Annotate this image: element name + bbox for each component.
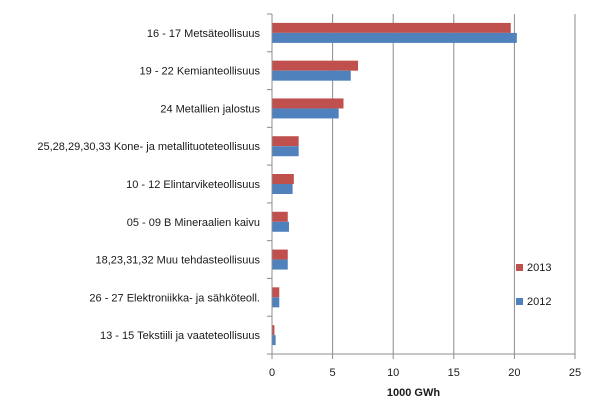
gridlines bbox=[332, 14, 576, 354]
x-axis-title: 1000 GWh bbox=[387, 387, 440, 399]
x-tick-label-1: 5 bbox=[330, 367, 336, 379]
bar-2012-6 bbox=[272, 259, 288, 270]
legend-label-2012: 2012 bbox=[527, 296, 551, 308]
category-label-8: 13 - 15 Tekstiili ja vaateteollisuus bbox=[100, 330, 260, 342]
x-tick-label-2: 10 bbox=[387, 367, 399, 379]
bar-2013-4 bbox=[272, 174, 294, 184]
bar-2013-8 bbox=[272, 325, 275, 336]
legend-label-2013: 2013 bbox=[527, 262, 551, 274]
bar-2012-2 bbox=[272, 108, 339, 119]
category-label-4: 10 - 12 Elintarviketeollisuus bbox=[126, 179, 260, 191]
category-label-6: 18,23,31,32 Muu tehdasteollisuus bbox=[95, 255, 260, 267]
bar-2012-3 bbox=[272, 146, 299, 157]
bar-2012-7 bbox=[272, 297, 280, 308]
x-tick-label-0: 0 bbox=[269, 367, 275, 379]
category-label-1: 19 - 22 Kemianteollisuus bbox=[140, 66, 261, 78]
bars bbox=[272, 22, 517, 346]
category-label-3: 25,28,29,30,33 Kone- ja metallituoteteol… bbox=[37, 141, 260, 153]
bar-2012-8 bbox=[272, 335, 276, 346]
category-labels: 16 - 17 Metsäteollisuus 19 - 22 Kemianteo… bbox=[37, 28, 260, 342]
bar-2012-4 bbox=[272, 184, 293, 194]
legend-swatch-2013 bbox=[516, 264, 523, 271]
bar-2012-1 bbox=[272, 70, 351, 81]
axes bbox=[267, 13, 576, 359]
category-label-7: 26 - 27 Elektroniikka- ja sähköteoll. bbox=[89, 292, 260, 304]
category-label-0: 16 - 17 Metsäteollisuus bbox=[147, 28, 261, 40]
legend-swatch-2012 bbox=[516, 298, 523, 305]
bar-2013-7 bbox=[272, 287, 280, 298]
category-label-2: 24 Metallien jalostus bbox=[160, 103, 260, 115]
bar-2013-2 bbox=[272, 98, 344, 109]
category-label-5: 05 - 09 B Mineraalien kaivu bbox=[127, 217, 260, 229]
x-tick-label-3: 15 bbox=[448, 367, 460, 379]
bar-2012-5 bbox=[272, 221, 289, 232]
bar-2013-3 bbox=[272, 136, 299, 147]
bar-2013-1 bbox=[272, 60, 359, 71]
x-tick-label-5: 25 bbox=[569, 367, 581, 379]
x-tick-label-4: 20 bbox=[508, 367, 520, 379]
bar-2013-5 bbox=[272, 211, 288, 222]
bar-2012-0 bbox=[272, 32, 517, 43]
bar-2013-6 bbox=[272, 249, 288, 260]
bar-2013-0 bbox=[272, 22, 511, 33]
legend: 2013 2012 bbox=[516, 262, 551, 308]
x-tick-labels: 0 5 10 15 20 25 bbox=[269, 367, 581, 379]
